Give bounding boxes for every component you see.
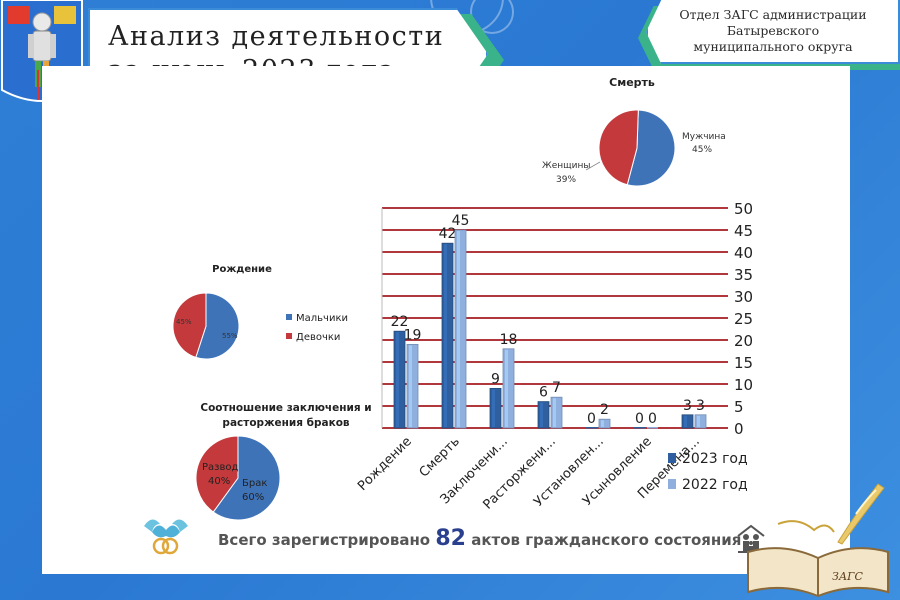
pie-label: Мужчина: [682, 132, 726, 142]
bar-value-label: 18: [500, 332, 518, 348]
bar: [393, 330, 406, 429]
bar-highlight: [492, 389, 495, 427]
bar-value-label: 9: [491, 371, 500, 387]
pie-leader-line: [585, 161, 601, 171]
bar-value-label: 45: [452, 213, 470, 229]
footer-text-before: Всего зарегистрировано: [218, 531, 436, 549]
y-tick-label: 25: [734, 310, 753, 328]
bar-highlight: [505, 349, 508, 427]
bar-highlight: [553, 398, 556, 427]
bar: [550, 396, 563, 429]
bar-value-label: 7: [552, 380, 561, 396]
bar-highlight: [540, 402, 543, 427]
footer-text-after: актов гражданского состояния: [465, 531, 742, 549]
bar-highlight: [601, 420, 604, 427]
bar-highlight: [409, 345, 412, 427]
book-quill-icon: ЗАГС: [747, 483, 889, 598]
pie-value-label: 60%: [242, 492, 264, 503]
bar-value-label: 6: [539, 385, 548, 401]
bar-value-label: 2: [600, 402, 609, 418]
bar-value-label: 3: [683, 398, 692, 414]
bar: [634, 427, 645, 429]
legend-swatch: [286, 314, 292, 320]
department-box: Отдел ЗАГС администрации Батыревского му…: [646, 0, 900, 64]
pie-title: Смерть: [609, 76, 655, 89]
legend-label: Девочки: [296, 332, 340, 343]
bar: [441, 242, 454, 429]
bar-value-label: 0: [587, 411, 596, 427]
pie-title: расторжения браков: [222, 417, 349, 429]
doves-rings-icon: [144, 519, 188, 555]
legend-label: Мальчики: [296, 313, 348, 324]
marriage-pie-slice: [212, 435, 281, 521]
marriage-pie-slice: [195, 435, 239, 513]
bar-value-label: 19: [404, 327, 422, 343]
y-tick-label: 15: [734, 354, 753, 372]
y-tick-label: 30: [734, 288, 753, 306]
bar: [598, 418, 611, 429]
dept-line-3: муниципального округа: [693, 39, 853, 54]
death-pie-slice: [598, 109, 639, 186]
logo-text: ЗАГС: [832, 570, 863, 583]
bar: [694, 414, 707, 429]
legend-swatch: [668, 453, 676, 463]
content-panel: 0 5 10 15 20 25 30 35 40 45 50 22 19 Рождение 42 45 Смер…: [42, 66, 850, 574]
y-tick-label: 10: [734, 376, 753, 394]
y-tick-label: 35: [734, 266, 753, 284]
pie-value-label: 39%: [556, 175, 576, 185]
bar: [454, 229, 467, 429]
death-pie-slice: [626, 109, 676, 187]
y-tick-label: 50: [734, 200, 753, 218]
y-tick-label: 45: [734, 222, 753, 240]
legend-label: 2022 год: [682, 477, 748, 493]
bar: [489, 387, 502, 429]
bar-value-label: 3: [696, 398, 705, 414]
dept-line-1: Отдел ЗАГС администрации: [679, 7, 867, 22]
legend-swatch: [668, 479, 676, 489]
bar: [586, 427, 597, 429]
pie-value-label: 40%: [208, 476, 230, 487]
footer-summary: Всего зарегистрировано 82 актов гражданс…: [218, 526, 741, 551]
birth-pie-slice: [195, 292, 240, 360]
pie-label: Брак: [242, 478, 267, 489]
pie-label: Развод: [202, 462, 238, 473]
pie-value-label: 55%: [222, 332, 238, 340]
birth-pie-slice: [172, 292, 207, 359]
legend-swatch: [286, 333, 292, 339]
y-tick-label: 20: [734, 332, 753, 350]
bar: [406, 343, 419, 429]
bar-value-label: 22: [391, 314, 409, 330]
page-title-line-1: Анализ деятельности: [108, 21, 445, 52]
pie-value-label: 45%: [692, 145, 712, 155]
bar: [502, 348, 515, 429]
pie-title: Соотношение заключения и: [200, 402, 371, 414]
bar-value-label: 0: [635, 411, 644, 427]
bar: [647, 427, 658, 429]
bar-highlight: [457, 231, 460, 427]
bar-highlight: [684, 415, 687, 427]
y-tick-label: 5: [734, 398, 744, 416]
bar-highlight: [396, 332, 399, 427]
y-tick-label: 40: [734, 244, 753, 262]
pie-title: Рождение: [212, 264, 272, 275]
bar-value-label: 0: [648, 411, 657, 427]
bar: [537, 401, 550, 429]
bar: [681, 414, 694, 429]
pie-value-label: 45%: [176, 318, 192, 326]
bar-highlight: [444, 244, 447, 427]
bar-value-label: 42: [439, 226, 457, 242]
dept-line-2: Батыревского: [726, 23, 820, 38]
x-tick-label: Рождение: [355, 434, 415, 494]
footer-total: 82: [435, 526, 466, 551]
x-tick-label: Смерть: [417, 434, 463, 480]
bar-highlight: [697, 415, 700, 427]
legend-label: 2023 год: [682, 451, 748, 467]
charts-canvas: 051015202530354045502219Рождение4245Смер…: [172, 76, 753, 521]
y-tick-label: 0: [734, 420, 744, 438]
pie-label: Женщины: [542, 161, 590, 171]
